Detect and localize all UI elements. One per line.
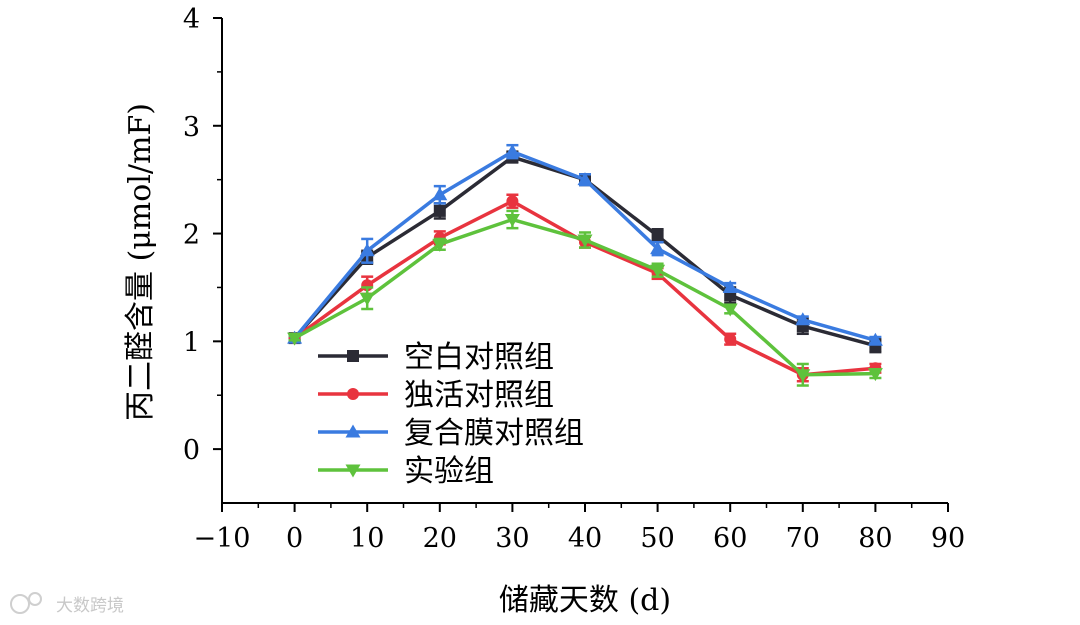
data-point bbox=[504, 214, 520, 228]
series-layer bbox=[287, 143, 883, 387]
x-tick-label: 50 bbox=[640, 523, 674, 554]
x-axis-title: 储藏天数 (d) bbox=[499, 583, 671, 618]
data-point bbox=[722, 279, 738, 293]
x-tick-label: 70 bbox=[786, 523, 820, 554]
data-point bbox=[359, 243, 375, 257]
y-axis-title: 丙二醛含量 (μmol/mF) bbox=[123, 103, 158, 421]
legend-label: 空白对照组 bbox=[404, 340, 554, 375]
data-point bbox=[432, 187, 448, 201]
legend-item-1: 独活对照组 bbox=[318, 378, 554, 413]
data-point bbox=[795, 369, 811, 383]
data-point bbox=[506, 195, 519, 208]
data-point bbox=[724, 333, 737, 346]
legend-marker bbox=[347, 388, 359, 400]
legend-label: 复合膜对照组 bbox=[404, 416, 584, 451]
watermark: 大数跨境 bbox=[10, 592, 124, 616]
data-point bbox=[287, 332, 303, 346]
legend-item-2: 复合膜对照组 bbox=[318, 416, 584, 451]
data-point bbox=[433, 204, 446, 217]
x-tick-label: 30 bbox=[495, 523, 529, 554]
data-point bbox=[577, 172, 593, 186]
x-tick-label: 10 bbox=[350, 523, 384, 554]
x-tick-label: 60 bbox=[713, 523, 747, 554]
legend-item-0: 空白对照组 bbox=[318, 340, 554, 375]
data-point bbox=[432, 238, 448, 252]
watermark-text: 大数跨境 bbox=[56, 596, 124, 616]
series-1 bbox=[288, 193, 882, 383]
y-tick-label: 1 bbox=[183, 327, 200, 358]
x-tick-label: 0 bbox=[286, 523, 303, 554]
data-point bbox=[722, 303, 738, 317]
legend-label: 独活对照组 bbox=[404, 378, 554, 413]
legend-label: 实验组 bbox=[404, 454, 494, 489]
y-tick-label: 2 bbox=[183, 220, 200, 251]
data-point bbox=[867, 332, 883, 346]
data-point bbox=[504, 144, 520, 158]
legend-marker bbox=[345, 424, 361, 438]
y-tick-label: 3 bbox=[183, 112, 200, 143]
x-tick-label: 80 bbox=[858, 523, 892, 554]
data-point bbox=[577, 234, 593, 248]
data-point bbox=[650, 241, 666, 255]
x-tick-label: 40 bbox=[568, 523, 602, 554]
legend-marker bbox=[345, 464, 361, 478]
x-tick-label: 20 bbox=[423, 523, 457, 554]
y-tick-label: 0 bbox=[183, 435, 200, 466]
legend-item-3: 实验组 bbox=[318, 454, 494, 489]
data-point bbox=[359, 292, 375, 306]
watermark-logo-icon bbox=[10, 592, 42, 614]
axes: −10 0 10 20 30 40 50 60 70 80 90 0 1 2 3 4 bbox=[183, 4, 965, 554]
data-point bbox=[650, 264, 666, 278]
y-tick-label: 4 bbox=[183, 4, 200, 35]
legend-marker bbox=[347, 350, 359, 362]
x-tick-label: 90 bbox=[931, 523, 965, 554]
data-point bbox=[867, 368, 883, 382]
data-point bbox=[795, 312, 811, 326]
x-tick-label: −10 bbox=[194, 523, 251, 554]
data-point bbox=[651, 229, 664, 242]
series-3 bbox=[287, 209, 883, 387]
